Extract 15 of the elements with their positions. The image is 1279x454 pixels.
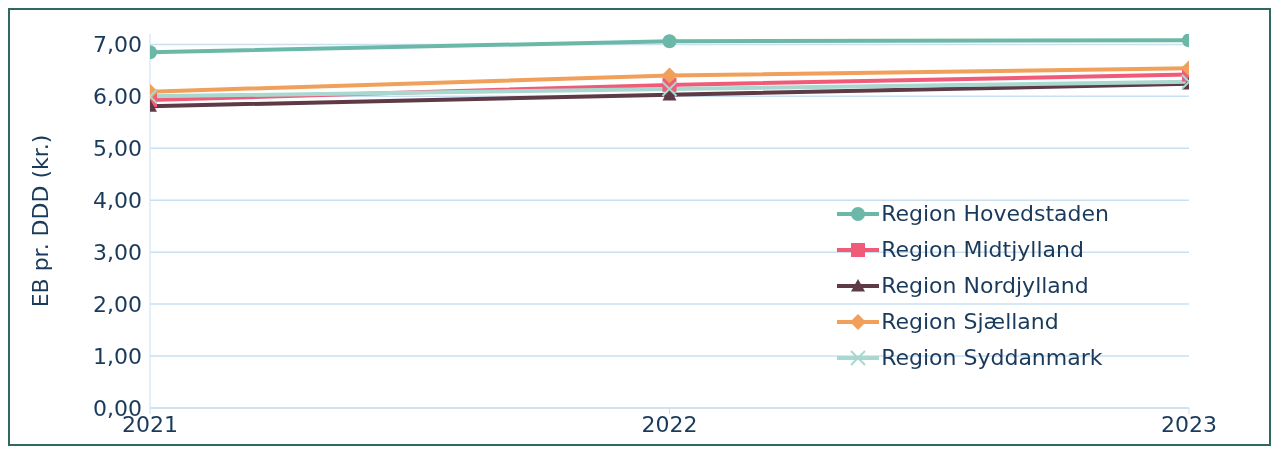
y-tick-label: 3,00 (93, 239, 142, 265)
x-tick-label: 2023 (1161, 411, 1217, 437)
legend-label: Region Nordjylland (881, 273, 1089, 298)
y-tick-label: 1,00 (93, 343, 142, 369)
y-tick-label: 6,00 (93, 84, 142, 110)
x-tick-label: 2022 (641, 411, 698, 437)
y-tick-label: 4,00 (93, 188, 142, 214)
y-axis-title: EB pr. DDD (kr.) (27, 134, 53, 308)
legend-label: Region Sjælland (881, 309, 1059, 334)
legend-label: Region Hovedstaden (881, 201, 1109, 226)
y-tick-label: 2,00 (93, 291, 142, 317)
legend-label: Region Midtjylland (881, 237, 1084, 262)
y-tick-label: 5,00 (93, 136, 142, 162)
legend-label: Region Syddanmark (881, 345, 1103, 370)
y-tick-label: 7,00 (93, 32, 142, 58)
